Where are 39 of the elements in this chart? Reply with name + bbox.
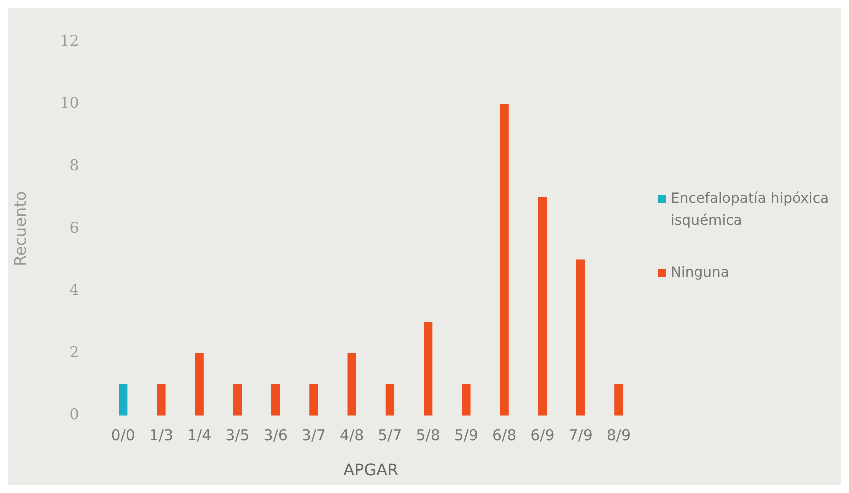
bar bbox=[424, 322, 433, 416]
x-tick-label: 5/8 bbox=[416, 426, 440, 445]
x-tick-label: 1/4 bbox=[188, 426, 212, 445]
bar bbox=[157, 384, 166, 416]
x-tick-label: 0/0 bbox=[111, 426, 136, 445]
bar bbox=[386, 384, 395, 416]
bar bbox=[500, 104, 509, 416]
bar bbox=[614, 384, 624, 416]
bar bbox=[348, 353, 356, 416]
x-tick-label: 3/6 bbox=[264, 426, 288, 445]
x-tick-label: 3/7 bbox=[302, 426, 326, 445]
x-axis-title: APGAR bbox=[344, 460, 399, 480]
y-tick-label: 2 bbox=[70, 343, 80, 362]
x-tick-label: 5/7 bbox=[378, 426, 402, 445]
bar bbox=[195, 353, 204, 416]
x-tick-label: 5/9 bbox=[454, 426, 479, 445]
bar bbox=[576, 260, 586, 416]
y-tick-label: 0 bbox=[70, 406, 80, 424]
legend-label: Ninguna bbox=[671, 264, 730, 283]
y-axis-title: Recuento bbox=[10, 191, 30, 267]
legend-label: Encefalopatía hipóxica isquémica bbox=[671, 190, 830, 231]
y-tick-label: 4 bbox=[70, 281, 80, 300]
x-tick-label: 7/9 bbox=[568, 426, 593, 445]
bar bbox=[538, 197, 548, 416]
x-tick-label: 6/8 bbox=[492, 426, 517, 445]
y-tick-label: 10 bbox=[60, 94, 80, 112]
x-tick-label: 1/3 bbox=[149, 426, 174, 445]
bar bbox=[462, 384, 471, 416]
y-tick-label: 6 bbox=[70, 218, 80, 237]
x-tick-label: 4/8 bbox=[340, 426, 364, 445]
bar bbox=[310, 384, 318, 416]
y-tick-label: 12 bbox=[60, 32, 80, 50]
x-tick-label: 3/5 bbox=[226, 426, 250, 445]
bar bbox=[119, 384, 128, 416]
y-tick-label: 8 bbox=[70, 156, 80, 174]
x-tick-label: 6/9 bbox=[530, 426, 555, 445]
bar bbox=[272, 384, 280, 416]
x-tick-label: 8/9 bbox=[606, 426, 632, 445]
bar bbox=[233, 384, 242, 416]
